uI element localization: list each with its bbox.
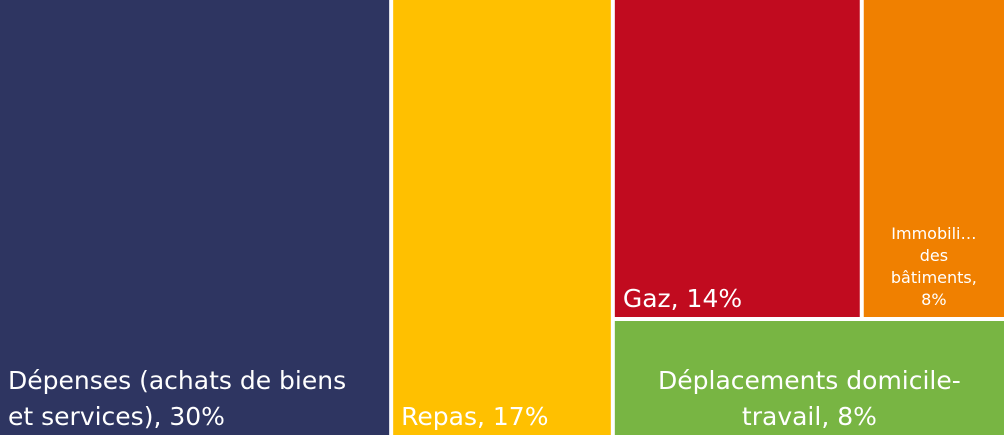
tile-label: Dépenses (achats de biens bbox=[8, 366, 346, 395]
tile-label: des bbox=[920, 246, 948, 265]
tile-label: 8% bbox=[921, 290, 946, 309]
tile-label: travail, 8% bbox=[742, 402, 877, 431]
tile-label: Déplacements domicile- bbox=[658, 366, 961, 395]
tile bbox=[0, 0, 390, 435]
tile-label: Gaz, 14% bbox=[623, 284, 742, 313]
tile-label: bâtiments, bbox=[891, 268, 977, 287]
tile bbox=[614, 0, 860, 317]
tile-label: et services), 30% bbox=[8, 402, 225, 431]
tile-label: Repas, 17% bbox=[401, 402, 548, 431]
tile bbox=[863, 0, 1004, 317]
tile bbox=[614, 321, 1004, 435]
tile bbox=[393, 0, 611, 435]
tile-label: Immobili… bbox=[891, 224, 976, 243]
